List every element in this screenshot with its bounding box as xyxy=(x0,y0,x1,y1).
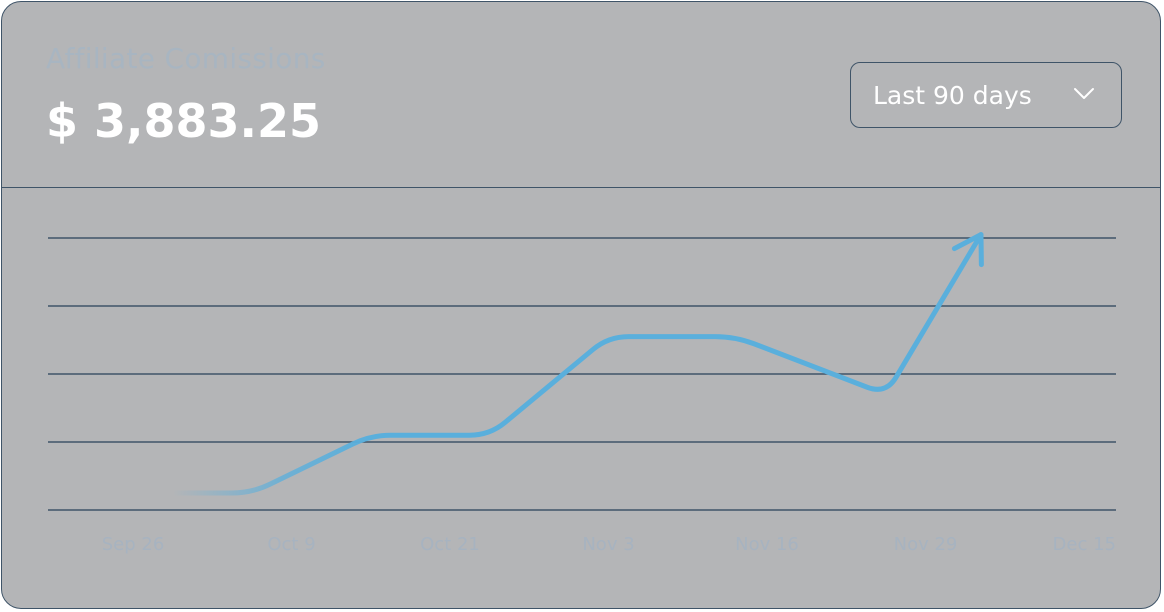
x-tick-label: Oct 21 xyxy=(420,534,480,555)
x-tick-label: Dec 15 xyxy=(1053,534,1116,555)
x-tick-label: Oct 9 xyxy=(267,534,315,555)
card-header: Affiliate Comissions $ 3,883.25 Last 90 … xyxy=(2,2,1160,188)
x-tick-label: Nov 3 xyxy=(582,534,634,555)
x-tick-label: Sep 26 xyxy=(102,534,165,555)
commission-series-line xyxy=(170,232,984,496)
commission-amount: $ 3,883.25 xyxy=(46,94,322,148)
date-range-select[interactable]: Last 90 days xyxy=(850,62,1122,128)
trend-arrow-icon xyxy=(951,232,984,268)
date-range-label: Last 90 days xyxy=(873,80,1032,110)
chevron-down-icon xyxy=(1074,88,1094,99)
x-tick-label: Nov 29 xyxy=(894,534,958,555)
x-tick-label: Nov 16 xyxy=(735,534,799,555)
card-title: Affiliate Comissions xyxy=(46,42,326,75)
